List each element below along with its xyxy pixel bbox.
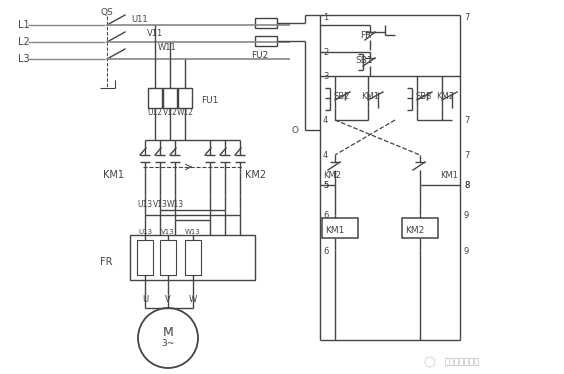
Text: 8: 8 xyxy=(464,181,469,190)
Text: L1: L1 xyxy=(18,20,30,30)
Text: KM1: KM1 xyxy=(103,170,124,180)
Text: 6: 6 xyxy=(323,248,328,257)
Text: W: W xyxy=(189,295,197,304)
Circle shape xyxy=(138,308,198,368)
Text: 7: 7 xyxy=(464,150,469,159)
Text: SB3: SB3 xyxy=(415,92,431,101)
Text: FR: FR xyxy=(100,257,112,267)
Text: SB1: SB1 xyxy=(355,55,373,64)
Text: U11: U11 xyxy=(131,15,148,24)
Text: 4: 4 xyxy=(323,116,328,125)
Text: 3~: 3~ xyxy=(161,340,175,349)
Text: 5: 5 xyxy=(323,181,328,190)
Text: W12: W12 xyxy=(177,107,193,116)
Text: 1: 1 xyxy=(323,12,328,21)
Text: V11: V11 xyxy=(147,28,163,37)
Text: O: O xyxy=(292,126,299,135)
Text: QS: QS xyxy=(100,7,113,16)
Text: V13: V13 xyxy=(153,199,168,208)
Text: L2: L2 xyxy=(18,37,30,47)
Text: 3: 3 xyxy=(323,71,328,80)
Text: V: V xyxy=(165,295,171,304)
Text: M: M xyxy=(162,327,173,340)
Text: U12: U12 xyxy=(148,107,162,116)
Bar xyxy=(178,88,192,108)
Text: KM2: KM2 xyxy=(406,226,425,234)
Bar xyxy=(148,88,162,108)
Text: KM1: KM1 xyxy=(440,171,458,180)
Text: 电工电气一网通: 电工电气一网通 xyxy=(445,358,480,367)
Bar xyxy=(402,218,438,238)
Bar xyxy=(255,36,277,46)
Text: 8: 8 xyxy=(464,181,469,190)
Bar xyxy=(322,218,358,238)
Text: 7: 7 xyxy=(464,12,469,21)
Text: FU1: FU1 xyxy=(201,95,219,104)
Bar xyxy=(185,240,201,275)
Bar xyxy=(137,240,153,275)
Text: U13: U13 xyxy=(138,199,153,208)
Bar xyxy=(255,18,277,28)
Bar xyxy=(160,240,176,275)
Text: FU2: FU2 xyxy=(252,50,268,59)
Text: KM1: KM1 xyxy=(361,92,379,101)
Text: 9: 9 xyxy=(464,248,469,257)
Text: SB2: SB2 xyxy=(333,92,349,101)
Text: 5: 5 xyxy=(323,181,328,190)
Text: FR: FR xyxy=(360,31,371,40)
Text: 6: 6 xyxy=(323,211,328,220)
Text: 2: 2 xyxy=(323,47,328,56)
Text: KM1: KM1 xyxy=(325,226,345,234)
Text: 9: 9 xyxy=(464,211,469,220)
Text: V12: V12 xyxy=(162,107,177,116)
Text: U: U xyxy=(142,295,148,304)
Text: U13: U13 xyxy=(138,229,152,235)
Text: W13: W13 xyxy=(185,229,201,235)
Text: KM2: KM2 xyxy=(323,171,341,180)
Circle shape xyxy=(425,357,435,367)
Bar xyxy=(130,235,255,280)
Text: 7: 7 xyxy=(464,116,469,125)
Text: L3: L3 xyxy=(18,54,30,64)
Text: KM2: KM2 xyxy=(245,170,266,180)
Text: V13: V13 xyxy=(161,229,175,235)
Text: W13: W13 xyxy=(166,199,183,208)
Text: 4: 4 xyxy=(323,150,328,159)
Text: KM2: KM2 xyxy=(436,92,454,101)
Bar xyxy=(163,88,177,108)
Text: W11: W11 xyxy=(157,43,177,52)
